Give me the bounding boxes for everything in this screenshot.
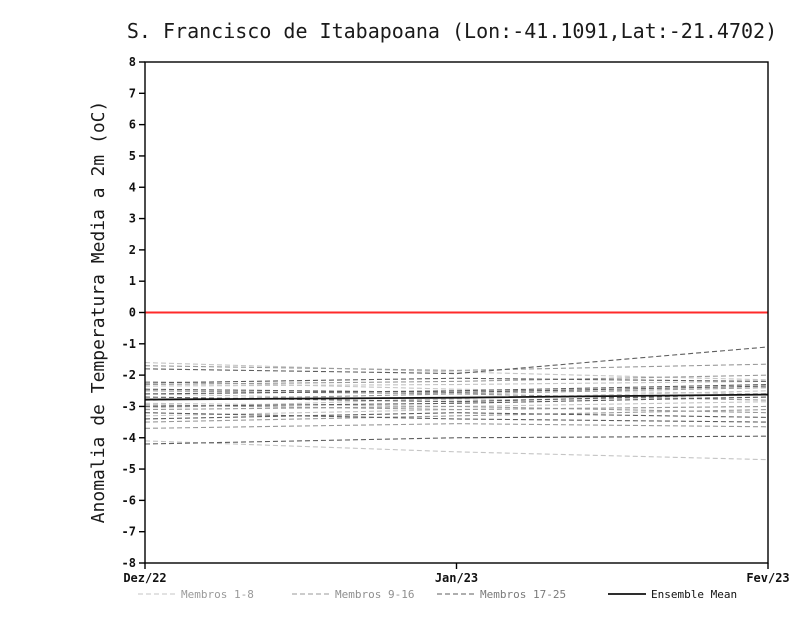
x-tick-label: Fev/23	[746, 571, 789, 585]
plot-frame	[144, 61, 769, 564]
ensemble-member-line	[144, 435, 769, 445]
ensemble-member-line	[144, 380, 769, 387]
ensemble-member-line	[144, 374, 769, 386]
y-tick-label: 7	[129, 86, 136, 100]
ensemble-member-line	[144, 346, 769, 375]
legend-label: Membros 9-16	[335, 588, 414, 601]
y-tick-label: -3	[122, 399, 136, 413]
y-tick-label: -1	[122, 337, 136, 351]
ensemble-member-line	[144, 412, 769, 420]
y-tick-label: 5	[129, 149, 136, 163]
y-tick-label: -5	[122, 462, 136, 476]
x-tick-label: Jan/23	[435, 571, 478, 585]
y-tick-label: -7	[122, 525, 136, 539]
legend-label: Ensemble Mean	[651, 588, 737, 601]
y-tick-label: 1	[129, 274, 136, 288]
y-tick-label: -4	[122, 431, 136, 445]
chart-layers: -8 -7 -6 -5 -4 -3 -2 -1 0 1 2 3 4 5 6 7 8 Dez/22 Jan/23 Fev…	[122, 55, 790, 601]
legend-label: Membros 17-25	[480, 588, 566, 601]
y-tick-label: 4	[129, 180, 136, 194]
ensemble-mean-line	[144, 393, 769, 401]
y-tick-label: 0	[129, 306, 136, 320]
y-tick-label: -8	[122, 556, 136, 570]
ensemble-member-line	[144, 412, 769, 423]
chart-title: S. Francisco de Itabapoana (Lon:-41.1091…	[127, 19, 777, 43]
legend-label: Membros 1-8	[181, 588, 254, 601]
y-tick-label: 6	[129, 118, 136, 132]
ensemble-member-line	[144, 423, 769, 429]
y-tick-label: 8	[129, 55, 136, 69]
y-tick-label: -6	[122, 493, 136, 507]
x-tick-label: Dez/22	[123, 571, 166, 585]
y-axis-label: Anomalia de Temperatura Media a 2m (oC)	[88, 101, 109, 524]
y-tick-label: 2	[129, 243, 136, 257]
ensemble-member-line	[144, 404, 769, 411]
y-tick-label: 3	[129, 212, 136, 226]
ensemble-member-line	[144, 363, 769, 371]
ensemble-member-line	[144, 440, 769, 461]
ensemble-member-line	[144, 401, 769, 407]
y-tick-label: -2	[122, 368, 136, 382]
